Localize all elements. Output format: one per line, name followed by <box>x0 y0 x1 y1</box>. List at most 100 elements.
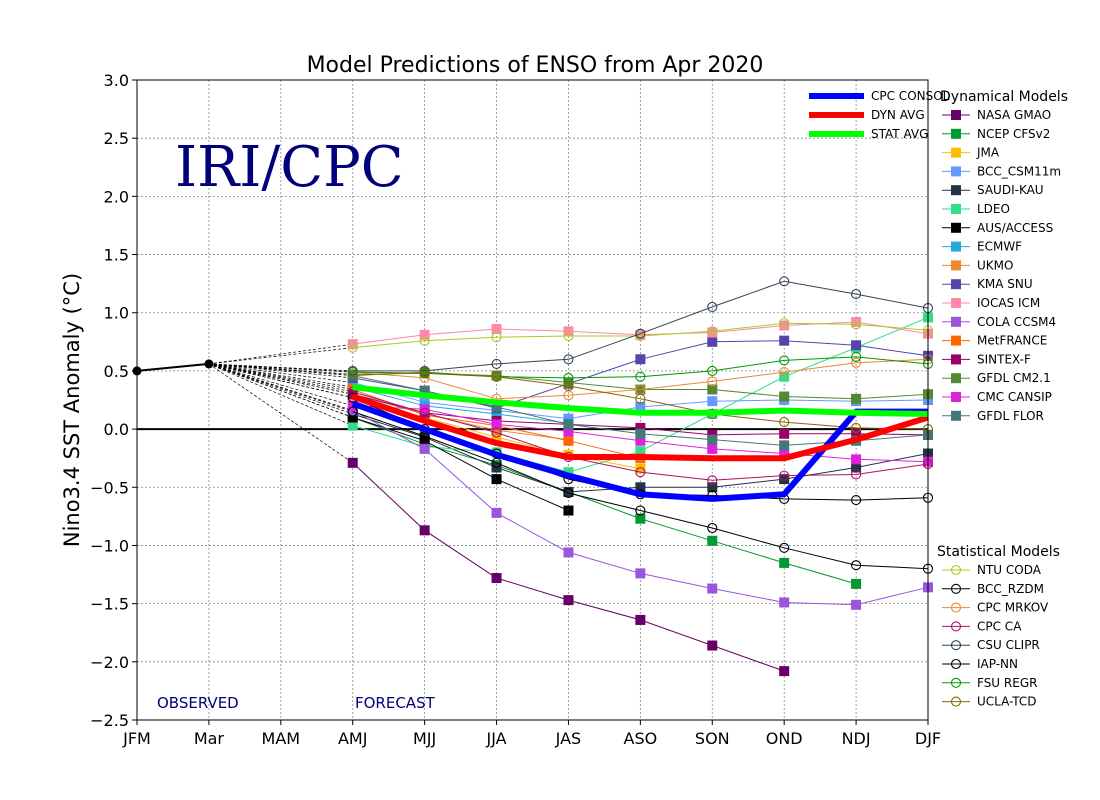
point-saudi-kau <box>635 482 646 493</box>
point-nasa-gmao <box>563 595 574 606</box>
point-cola-ccsm4 <box>779 597 790 608</box>
legend-marker-cpc-mrkov <box>950 602 962 613</box>
legend-statistical-title: Statistical Models <box>937 544 1060 560</box>
point-metfrance <box>563 435 574 446</box>
point-kma-snu <box>851 340 862 351</box>
y-tick-label: 1.0 <box>104 304 129 323</box>
point-csu-clipr <box>779 276 790 287</box>
point-cola-ccsm4 <box>635 568 646 579</box>
point-ldeo <box>635 446 646 457</box>
point-kma-snu <box>635 354 646 365</box>
connector-line <box>208 363 353 426</box>
y-tick-label: 3.0 <box>104 71 129 90</box>
point-cola-ccsm4 <box>707 583 718 594</box>
point-ucla-tcd <box>779 417 790 428</box>
legend-marker-ntu-coda <box>950 564 962 576</box>
point-cpc-ca <box>491 427 502 438</box>
point-cola-ccsm4 <box>851 599 862 610</box>
legend-label-dyn-avg: DYN AVG <box>871 108 925 122</box>
point-iocas-icm <box>491 324 502 335</box>
legend-marker-sintex-f <box>951 354 961 365</box>
legend-label-ntu-coda: NTU CODA <box>977 563 1042 577</box>
point-ucla-tcd <box>563 380 574 392</box>
legend-marker-cpc-ca <box>950 621 962 632</box>
point-ntu-coda <box>491 332 502 343</box>
legend-label-iocas-icm: IOCAS ICM <box>977 296 1040 310</box>
legend-label-cpc-mrkov: CPC MRKOV <box>977 601 1049 615</box>
point-aus-access <box>347 412 358 423</box>
point-ucla-tcd <box>419 367 430 378</box>
point-cpc-ca <box>779 470 790 481</box>
point-cpc-ca <box>419 407 430 418</box>
legend-marker-ldeo <box>951 204 961 214</box>
legend-marker-gfdl-cm2-1 <box>951 373 961 384</box>
legend-marker-csu-clipr <box>950 640 962 651</box>
connector-line <box>208 363 353 418</box>
point-gfdl-flor <box>419 385 430 396</box>
point-ecmwf <box>491 408 502 419</box>
legend-label-sintex-f: SINTEX-F <box>977 352 1031 366</box>
legend-label-ukmo: UKMO <box>977 258 1013 272</box>
point-cmc-cansip <box>851 454 862 465</box>
point-sintex-f <box>635 422 646 433</box>
model-legend: Dynamical Models Statistical Models NASA… <box>937 89 1068 709</box>
point-ucla-tcd <box>851 422 862 433</box>
x-tick-label: AMJ <box>338 729 367 748</box>
x-tick-label: DJF <box>915 729 941 748</box>
y-tick-label: −2.0 <box>90 653 129 672</box>
connector-line <box>208 363 353 395</box>
point-gfdl-flor <box>707 434 718 445</box>
point-cpc-ca <box>635 467 646 478</box>
point-cmc-cansip <box>491 419 502 430</box>
point-ntu-coda <box>635 330 646 342</box>
y-tick-label: −1.5 <box>90 595 129 614</box>
legend-label-ecmwf: ECMWF <box>977 240 1022 254</box>
y-tick-label: 2.0 <box>104 187 129 206</box>
legend-marker-ncep-cfsv2 <box>951 128 961 139</box>
point-sintex-f <box>779 428 790 439</box>
legend-label-bcc-rzdm: BCC_RZDM <box>977 582 1044 596</box>
connector-line <box>208 363 353 383</box>
point-cmc-cansip <box>635 435 646 446</box>
series-line-ucla-tcd <box>352 371 929 430</box>
point-ncep-cfsv2 <box>707 535 718 546</box>
point-iocas-icm <box>347 339 358 350</box>
point-cpc-ca <box>707 475 718 486</box>
legend-marker-ukmo <box>951 260 961 271</box>
point-gfdl-cm2-1 <box>491 370 502 381</box>
series-line-csu-clipr <box>352 280 929 372</box>
point-kma-snu <box>707 336 718 347</box>
point-cmc-cansip <box>707 443 718 454</box>
series-line-cpc-ca <box>352 391 929 481</box>
x-tick-label: JJA <box>485 729 506 748</box>
legend-label-nasa-gmao: NASA GMAO <box>977 108 1051 122</box>
legend-marker-fsu-regr <box>950 677 962 688</box>
point-cola-ccsm4 <box>491 507 502 518</box>
legend-marker-bcc-csm11m <box>951 166 961 177</box>
chart-title: Model Predictions of ENSO from Apr 2020 <box>307 53 764 78</box>
x-tick-label: JFM <box>122 729 151 748</box>
legend-label-jma: JMA <box>976 146 1000 160</box>
legend-marker-cmc-cansip <box>951 392 961 402</box>
series-line-ecmwf <box>352 386 569 424</box>
connector-line <box>208 363 353 375</box>
average-line-cpc-consol <box>351 400 928 502</box>
point-aus-access <box>563 505 574 516</box>
point-bcc-csm11m <box>707 396 718 407</box>
legend-marker-bcc-rzdm <box>950 583 962 594</box>
forecast-label: FORECAST <box>355 694 436 712</box>
point-nasa-gmao <box>707 640 718 651</box>
point-cpc-mrkov <box>851 357 862 368</box>
x-tick-label: ASO <box>624 729 658 748</box>
point-ntu-coda <box>851 319 862 330</box>
legend-marker-metfrance <box>951 335 961 346</box>
observed-point <box>204 359 214 369</box>
point-cpc-mrkov <box>779 367 790 378</box>
point-csu-clipr <box>707 301 718 312</box>
connector-line <box>208 343 353 365</box>
point-gfdl-flor <box>779 440 790 451</box>
connector-line <box>208 363 353 415</box>
point-cola-ccsm4 <box>563 547 574 558</box>
connector-line <box>208 363 353 464</box>
